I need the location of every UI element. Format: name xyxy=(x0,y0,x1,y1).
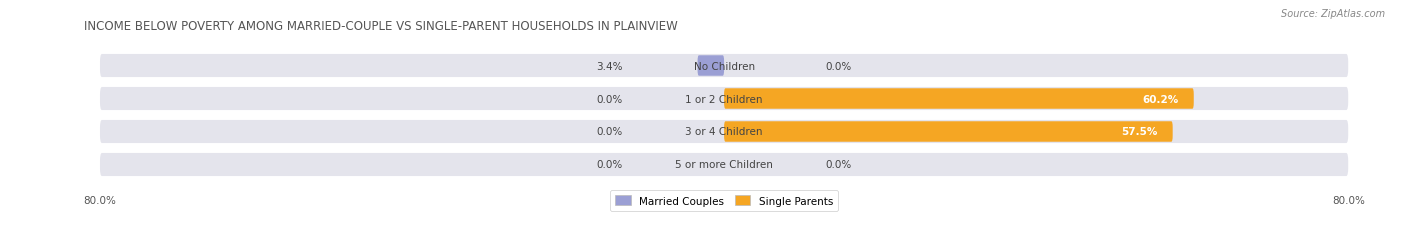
Text: 0.0%: 0.0% xyxy=(596,127,623,137)
FancyBboxPatch shape xyxy=(697,56,724,76)
Text: 0.0%: 0.0% xyxy=(596,160,623,170)
FancyBboxPatch shape xyxy=(100,153,1348,176)
Text: 1 or 2 Children: 1 or 2 Children xyxy=(685,94,763,104)
FancyBboxPatch shape xyxy=(100,120,1348,143)
Text: 5 or more Children: 5 or more Children xyxy=(675,160,773,170)
FancyBboxPatch shape xyxy=(100,55,1348,78)
Text: No Children: No Children xyxy=(693,61,755,71)
Text: 60.2%: 60.2% xyxy=(1142,94,1178,104)
Text: 3.4%: 3.4% xyxy=(596,61,623,71)
FancyBboxPatch shape xyxy=(100,88,1348,111)
Text: 57.5%: 57.5% xyxy=(1121,127,1157,137)
FancyBboxPatch shape xyxy=(724,89,1194,109)
Text: Source: ZipAtlas.com: Source: ZipAtlas.com xyxy=(1281,9,1385,19)
Text: 0.0%: 0.0% xyxy=(825,61,852,71)
FancyBboxPatch shape xyxy=(724,122,1173,142)
Legend: Married Couples, Single Parents: Married Couples, Single Parents xyxy=(610,190,838,211)
Text: 0.0%: 0.0% xyxy=(596,94,623,104)
Text: 0.0%: 0.0% xyxy=(825,160,852,170)
Text: INCOME BELOW POVERTY AMONG MARRIED-COUPLE VS SINGLE-PARENT HOUSEHOLDS IN PLAINVI: INCOME BELOW POVERTY AMONG MARRIED-COUPL… xyxy=(84,20,678,33)
Text: 3 or 4 Children: 3 or 4 Children xyxy=(685,127,763,137)
